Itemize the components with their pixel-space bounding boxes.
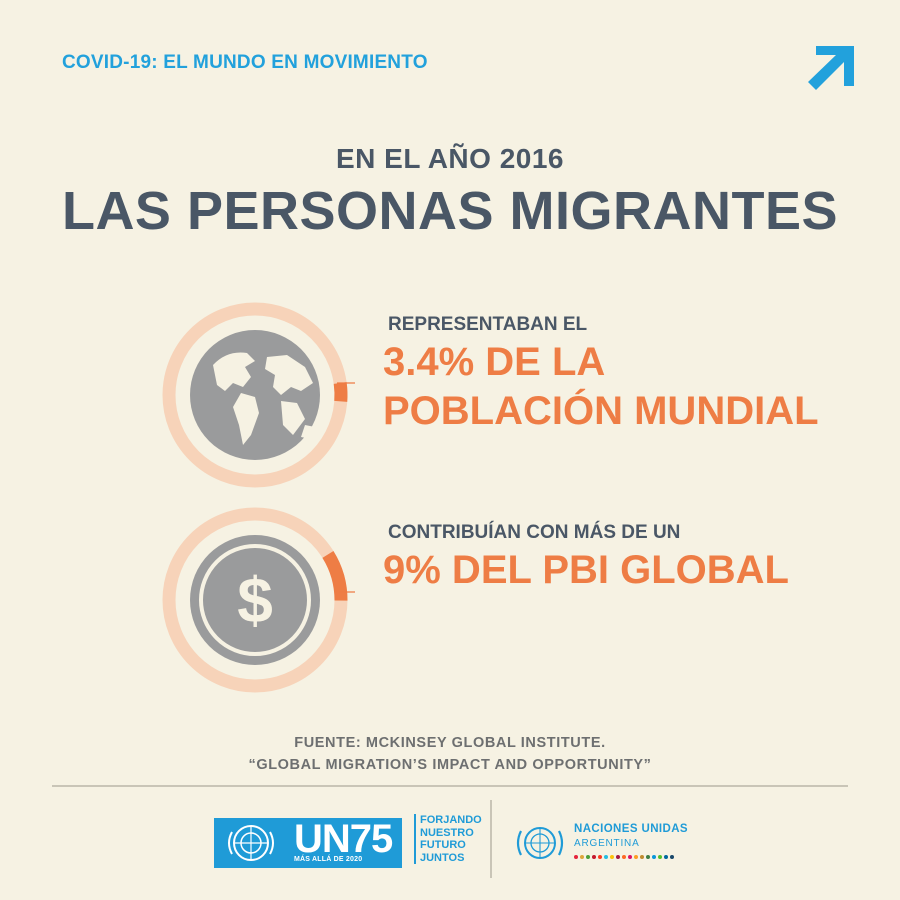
stat-2-value-line1: 9% DEL PBI GLOBAL	[383, 548, 789, 592]
source-line-1: FUENTE: MCKINSEY GLOBAL INSTITUTE.	[294, 735, 606, 751]
un75-subtitle: MÁS ALLÁ DE 2020	[294, 856, 363, 863]
un-logo-icon	[516, 827, 564, 859]
stat-1-label: REPRESENTABAN EL	[388, 314, 588, 335]
slogan-line: FUTURO	[420, 839, 466, 851]
stat-2-label: CONTRIBUÍAN CON MÁS DE UN	[388, 522, 681, 543]
slogan-line: NUESTRO	[420, 826, 474, 839]
stat-1-value-line1: 3.4% DE LA	[383, 340, 606, 384]
population-share-arc	[333, 382, 348, 402]
svg-text:$: $	[237, 564, 273, 636]
topline: COVID-19: EL MUNDO EN MOVIMIENTO	[62, 52, 428, 73]
gdp-share-arc	[322, 550, 348, 601]
source-line-2: “GLOBAL MIGRATION’S IMPACT AND OPPORTUNI…	[248, 757, 652, 773]
stat-1-value-line2: POBLACIÓN MUNDIAL	[383, 389, 819, 433]
slogan-line: FORJANDO	[420, 814, 482, 826]
source-note: FUENTE: MCKINSEY GLOBAL INSTITUTE. “GLOB…	[0, 732, 900, 776]
un-org-country: ARGENTINA	[574, 838, 640, 849]
footer-vertical-divider	[490, 800, 492, 878]
un75-text: UN75	[294, 817, 393, 861]
population-ring	[162, 302, 355, 488]
page-title: LAS PERSONAS MIGRANTES	[61, 181, 839, 241]
sdg-color-dots	[574, 855, 674, 859]
pre-title: EN EL AÑO 2016	[336, 143, 564, 174]
globe-icon	[190, 330, 320, 460]
un-org-name: NACIONES UNIDAS	[574, 823, 688, 835]
un75-slogan: FORJANDO NUESTRO FUTURO JUNTOS	[414, 814, 482, 864]
un75-logo: UN75 MÁS ALLÁ DE 2020	[214, 818, 402, 868]
arrow-up-right-icon	[808, 46, 854, 90]
slogan-line: JUNTOS	[420, 851, 465, 864]
footer-divider	[52, 785, 848, 787]
un-emblem-icon	[228, 825, 274, 861]
dollar-icon: $	[190, 535, 320, 665]
gdp-ring: $	[162, 507, 355, 693]
